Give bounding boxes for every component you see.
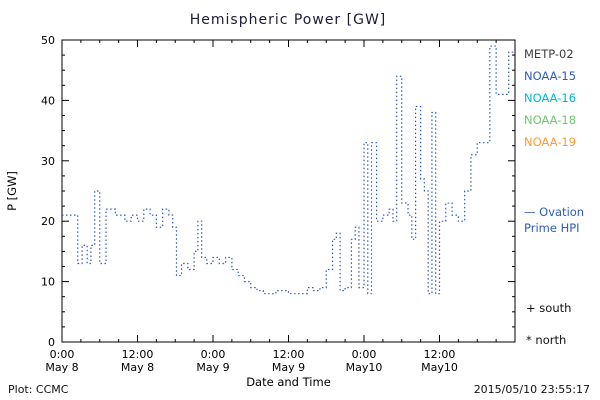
legend-north-marker: * north: [526, 333, 567, 347]
y-tick-label: 0: [48, 336, 55, 349]
legend-item-noaa-15: NOAA-15: [524, 69, 577, 83]
x-tick-date-label: May 9: [272, 361, 305, 374]
y-tick-label: 10: [41, 276, 55, 289]
x-tick-date-label: May 8: [121, 361, 154, 374]
legend-ovation-line2: Prime HPI: [524, 220, 580, 235]
legend-ovation-line1: — Ovation: [524, 205, 585, 219]
y-tick-label: 50: [41, 34, 55, 47]
y-axis-label: P [GW]: [5, 171, 19, 211]
plot-timestamp: 2015/05/10 23:55:17: [473, 383, 590, 396]
hpi-step-line: [62, 45, 515, 295]
legend-item-noaa-19: NOAA-19: [524, 135, 577, 149]
legend-ovation-prime-hpi: — Ovation Prime HPI: [524, 205, 584, 236]
plot-frame: [61, 39, 516, 343]
y-tick-label: 40: [41, 94, 55, 107]
x-tick-time-label: 12:00: [273, 348, 305, 361]
x-axis-label: Date and Time: [246, 375, 331, 389]
x-tick-time-label: 12:00: [122, 348, 154, 361]
x-tick-date-label: May 9: [196, 361, 229, 374]
legend-item-noaa-16: NOAA-16: [524, 91, 577, 105]
x-tick-time-label: 12:00: [424, 348, 456, 361]
x-tick-time-label: 0:00: [50, 348, 75, 361]
x-tick-date-label: May10: [346, 361, 383, 374]
x-tick-date-label: May10: [421, 361, 458, 374]
legend-item-noaa-18: NOAA-18: [524, 113, 577, 127]
x-tick-date-label: May 8: [45, 361, 78, 374]
legend-item-metp-02: METP-02: [524, 47, 574, 61]
satellite-legend: METP-02 NOAA-15 NOAA-16 NOAA-18 NOAA-19: [524, 47, 576, 149]
x-tick-time-label: 0:00: [201, 348, 226, 361]
x-tick-time-label: 0:00: [352, 348, 377, 361]
y-tick-label: 30: [41, 155, 55, 168]
legend-south-marker: + south: [526, 301, 572, 315]
y-tick-label: 20: [41, 215, 55, 228]
plot-source-label: Plot: CCMC: [8, 383, 69, 396]
chart-title: Hemispheric Power [GW]: [189, 12, 387, 28]
